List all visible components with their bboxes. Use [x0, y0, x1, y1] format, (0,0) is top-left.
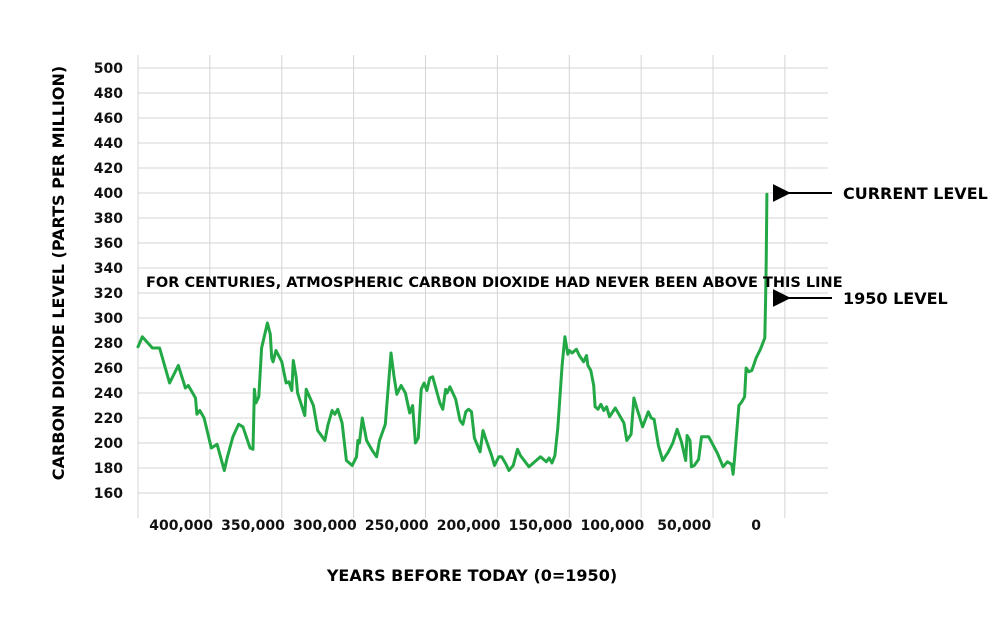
y-tick-label: 220 [94, 411, 123, 427]
annotations: CURRENT LEVEL 1950 LEVEL [772, 184, 988, 308]
y-tick-label: 180 [94, 461, 123, 477]
y-tick-label: 200 [94, 436, 123, 452]
y-tick-label: 380 [94, 211, 123, 227]
x-tick-label: 50,000 [657, 518, 711, 534]
x-tick-label: 350,000 [221, 518, 285, 534]
y-tick-label: 160 [94, 486, 123, 502]
y-tick-label: 320 [94, 286, 123, 302]
y-tick-label: 240 [94, 386, 123, 402]
x-tick-label: 200,000 [437, 518, 501, 534]
y-tick-label: 280 [94, 336, 123, 352]
y-tick-label: 480 [94, 86, 123, 102]
y-tick-label: 260 [94, 361, 123, 377]
co2-series-line [136, 192, 769, 476]
y-tick-label: 420 [94, 161, 123, 177]
y-tick-label: 440 [94, 136, 123, 152]
y-tick-label: 460 [94, 111, 123, 127]
x-tick-label: 150,000 [509, 518, 573, 534]
y-axis-ticks: 160 180 200 220 240 260 280 300 320 340 360 380 400 4… [94, 61, 123, 502]
y-tick-label: 300 [94, 311, 123, 327]
annotation-label: 1950 LEVEL [843, 289, 948, 308]
y-tick-label: 340 [94, 261, 123, 277]
x-axis-title: YEARS BEFORE TODAY (0=1950) [326, 566, 617, 585]
annotation-label: CURRENT LEVEL [843, 184, 988, 203]
threshold-label: FOR CENTURIES, ATMOSPHERIC CARBON DIOXID… [146, 275, 843, 291]
x-tick-label: 0 [751, 518, 761, 534]
x-axis-ticks: 400,000 350,000 300,000 250,000 200,000 150,0… [149, 518, 761, 534]
y-tick-label: 500 [94, 61, 123, 77]
grid [137, 55, 828, 518]
x-tick-label: 100,000 [580, 518, 644, 534]
x-tick-label: 300,000 [293, 518, 357, 534]
x-tick-label: 400,000 [149, 518, 213, 534]
x-tick-label: 250,000 [365, 518, 429, 534]
y-axis-title: CARBON DIOXIDE LEVEL (PARTS PER MILLION) [49, 66, 68, 480]
y-tick-label: 360 [94, 236, 123, 252]
series-layer [136, 192, 769, 476]
y-tick-label: 400 [94, 186, 123, 202]
